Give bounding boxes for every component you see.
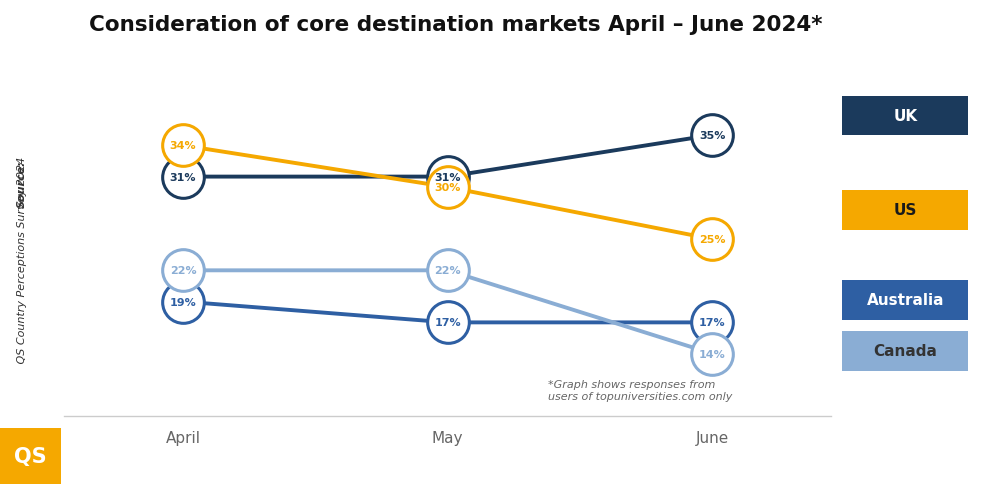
Point — [705, 236, 720, 243]
Point — [175, 267, 191, 274]
Point — [705, 350, 720, 358]
Text: Australia: Australia — [867, 293, 944, 307]
Text: 31%: 31% — [435, 172, 461, 182]
Point — [175, 173, 191, 181]
Point — [705, 132, 720, 139]
Text: *Graph shows responses from
users of topuniversities.com only: *Graph shows responses from users of top… — [548, 379, 733, 401]
Text: 25%: 25% — [700, 235, 725, 244]
Text: 17%: 17% — [699, 318, 725, 328]
Point — [175, 142, 191, 150]
Text: 17%: 17% — [434, 318, 461, 328]
Point — [440, 184, 456, 192]
Text: 22%: 22% — [434, 266, 461, 276]
Text: 19%: 19% — [169, 297, 197, 307]
Point — [175, 298, 191, 306]
Point — [440, 173, 456, 181]
Point — [440, 319, 456, 327]
Text: Source:: Source: — [17, 160, 27, 208]
Text: 22%: 22% — [170, 266, 197, 276]
Text: UK: UK — [893, 109, 917, 123]
Text: Canada: Canada — [874, 344, 937, 358]
Text: 14%: 14% — [699, 349, 726, 359]
Text: 31%: 31% — [170, 172, 196, 182]
Point — [440, 267, 456, 274]
Text: QS: QS — [14, 446, 47, 467]
Point — [705, 319, 720, 327]
Text: Consideration of core destination markets April – June 2024*: Consideration of core destination market… — [89, 15, 822, 34]
Text: 35%: 35% — [700, 131, 725, 141]
Text: 34%: 34% — [170, 141, 197, 151]
Text: 30%: 30% — [435, 182, 461, 193]
Text: US: US — [893, 203, 917, 218]
Text: QS Country Perceptions Survey 2024: QS Country Perceptions Survey 2024 — [17, 156, 27, 366]
